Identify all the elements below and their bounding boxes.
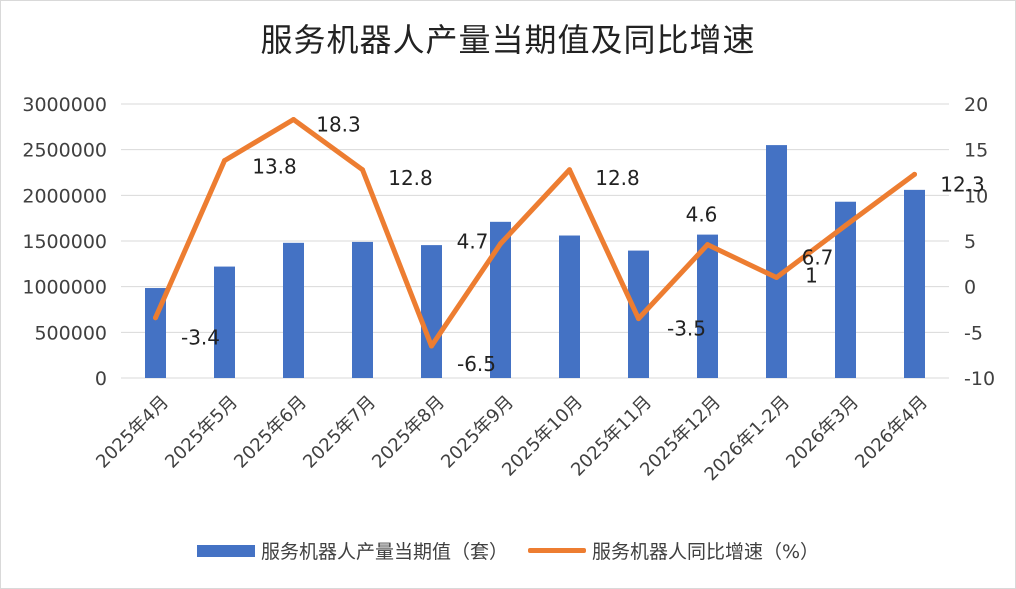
line-point [774, 275, 779, 281]
data-label: -6.5 [457, 352, 496, 376]
chart-title: 服务机器人产量当期值及同比增速 [260, 21, 756, 59]
data-label: 4.7 [457, 230, 489, 254]
legend-line-swatch [527, 548, 586, 553]
bar [697, 234, 718, 378]
x-tick-label: 2025年5月 [161, 392, 242, 473]
data-label: 1 [805, 264, 818, 288]
bar [559, 235, 580, 378]
line-point [222, 158, 227, 164]
line-point [567, 167, 572, 173]
legend-label-growth: 服务机器人同比增速（%） [591, 541, 820, 563]
legend-item-production: 服务机器人产量当期值（套） [196, 537, 508, 564]
line-point [636, 316, 641, 322]
x-tick-label: 2026年4月 [851, 392, 932, 473]
data-label: 6.7 [802, 245, 834, 269]
y-right-tick-label: 20 [964, 94, 988, 116]
line-point [291, 117, 296, 123]
y-left-tick-label: 1500000 [22, 231, 107, 253]
y-right-tick-label: -10 [964, 368, 995, 390]
chart-legend: 服务机器人产量当期值（套） 服务机器人同比增速（%） [1, 537, 1015, 564]
data-label: 18.3 [316, 113, 361, 137]
data-label: 12.8 [388, 166, 433, 190]
y-right-tick-label: 15 [964, 140, 988, 162]
legend-label-production: 服务机器人产量当期值（套） [260, 541, 508, 563]
bar [490, 221, 511, 378]
bar [421, 245, 442, 378]
data-label: 12.8 [595, 166, 640, 190]
y-left-tick-label: 1000000 [22, 277, 107, 299]
line-point [153, 315, 158, 321]
data-label: 13.8 [252, 155, 297, 179]
bar [904, 189, 925, 378]
y-right-tick-label: 10 [964, 185, 988, 207]
y-left-tick-label: 0 [95, 368, 107, 390]
y-right-tick-label: -5 [964, 322, 983, 344]
bar [835, 201, 856, 378]
line-point [429, 343, 434, 349]
x-tick-label: 2025年6月 [230, 392, 311, 473]
data-label: 4.6 [686, 203, 718, 227]
legend-bar-swatch [196, 544, 255, 557]
y-right-tick-label: 5 [964, 231, 976, 253]
line-point [912, 171, 917, 177]
bar [352, 241, 373, 378]
y-left-tick-label: 2500000 [22, 140, 107, 162]
bar [214, 266, 235, 378]
bar [766, 145, 787, 378]
bar [283, 242, 304, 378]
data-label: -3.4 [181, 326, 220, 350]
line-point [498, 241, 503, 247]
legend-item-growth: 服务机器人同比增速（%） [527, 537, 820, 564]
x-tick-label: 2025年7月 [299, 392, 380, 473]
line-point [360, 167, 365, 173]
data-label: 12.3 [940, 172, 985, 196]
x-tick-label: 2026年3月 [782, 392, 863, 473]
y-right-tick-label: 0 [964, 277, 976, 299]
x-tick-label: 2025年8月 [368, 392, 449, 473]
y-left-tick-label: 3000000 [22, 94, 107, 116]
x-tick-label: 2025年4月 [92, 392, 173, 473]
data-label: -3.5 [667, 317, 706, 341]
line-point [705, 242, 710, 248]
y-left-tick-label: 2000000 [22, 185, 107, 207]
line-point [843, 222, 848, 228]
line-series [153, 117, 917, 349]
y-left-tick-label: 500000 [34, 322, 107, 344]
